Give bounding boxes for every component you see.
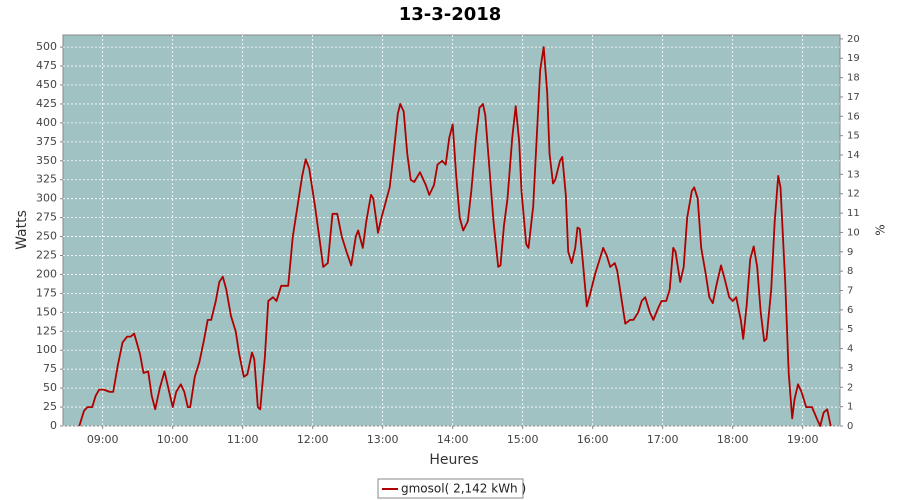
y-tick-label: 25 [43,400,57,413]
x-tick-label: 11:00 [227,433,259,446]
y2-tick-label: 3 [847,363,853,374]
y2-axis-label: % [874,224,888,235]
y2-tick-label: 11 [847,208,860,219]
y2-tick-label: 8 [847,266,853,277]
y-tick-label: 175 [36,286,57,299]
y-tick-label: 150 [36,305,57,318]
y2-tick-label: 2 [847,382,853,393]
y2-tick-label: 1 [847,402,853,413]
y2-tick-label: 13 [847,169,860,180]
y-tick-label: 125 [36,324,57,337]
y-tick-label: 0 [50,419,57,432]
x-tick-label: 10:00 [157,433,189,446]
y2-tick-label: 7 [847,286,853,297]
legend [377,478,524,499]
y-tick-label: 225 [36,249,57,262]
y2-tick-label: 0 [847,421,853,432]
y-tick-label: 300 [36,192,57,205]
y2-tick-label: 9 [847,247,853,258]
x-tick-label: 17:00 [647,433,679,446]
y-tick-label: 200 [36,267,57,280]
y2-tick-label: 18 [847,73,860,84]
y-tick-label: 275 [36,211,57,224]
y2-tick-label: 4 [847,344,853,355]
x-tick-label: 13:00 [367,433,399,446]
y2-tick-label: 15 [847,131,860,142]
y-tick-label: 325 [36,173,57,186]
x-tick-label: 19:00 [787,433,819,446]
plot-area [62,34,841,427]
x-tick-label: 18:00 [717,433,749,446]
legend-entry: gmosol( 2,142 kWh ) [401,482,526,496]
y-axis-label: Watts [14,210,30,250]
y-tick-label: 375 [36,135,57,148]
y-tick-label: 250 [36,230,57,243]
y2-tick-label: 19 [847,53,860,64]
y-tick-label: 425 [36,97,57,110]
y-tick-label: 350 [36,154,57,167]
y2-tick-label: 16 [847,111,860,122]
y2-tick-label: 17 [847,92,860,103]
y-tick-label: 475 [36,59,57,72]
x-tick-label: 09:00 [87,433,119,446]
y-tick-label: 400 [36,116,57,129]
y-tick-label: 75 [43,362,57,375]
y2-tick-label: 6 [847,305,853,316]
chart-title: 13-3-2018 [399,4,502,25]
x-tick-label: 15:00 [507,433,539,446]
y2-tick-label: 10 [847,227,860,238]
y2-tick-label: 5 [847,324,853,335]
y-tick-label: 50 [43,381,57,394]
y2-tick-label: 12 [847,189,860,200]
y-tick-label: 450 [36,78,57,91]
x-axis-label: Heures [429,452,478,468]
y2-tick-label: 20 [847,34,860,45]
x-tick-label: 14:00 [437,433,469,446]
y-tick-label: 100 [36,343,57,356]
y-tick-label: 500 [36,40,57,53]
data-line [78,46,832,427]
x-tick-label: 16:00 [577,433,609,446]
y2-tick-label: 14 [847,150,860,161]
x-tick-label: 12:00 [297,433,329,446]
